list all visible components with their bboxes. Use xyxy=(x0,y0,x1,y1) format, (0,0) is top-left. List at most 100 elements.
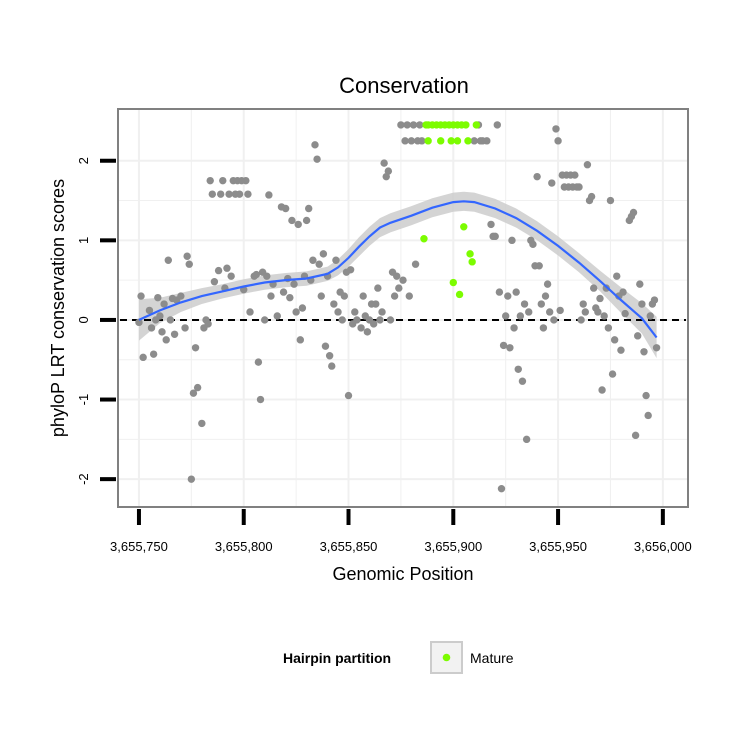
data-point xyxy=(351,308,359,316)
data-point xyxy=(325,352,334,360)
data-point xyxy=(548,179,556,187)
data-point xyxy=(139,353,147,362)
smooth-trend-line xyxy=(138,200,658,339)
y-tick-label: -1 xyxy=(76,394,91,406)
data-point xyxy=(491,232,499,241)
data-point xyxy=(317,292,325,300)
data-point xyxy=(405,292,413,300)
data-point xyxy=(225,190,233,198)
data-point xyxy=(594,308,602,316)
data-point xyxy=(556,306,564,315)
data-point xyxy=(288,216,296,225)
data-point xyxy=(550,316,558,324)
x-axis-title: Genomic Position xyxy=(332,564,473,584)
data-point xyxy=(164,256,172,264)
x-tick-label: 3,656,000 xyxy=(634,539,692,554)
data-point-mature xyxy=(460,223,468,231)
data-point xyxy=(518,377,527,385)
data-point xyxy=(210,278,219,286)
data-point xyxy=(537,300,546,308)
smooth-line xyxy=(138,200,658,339)
data-point xyxy=(552,125,560,133)
data-point xyxy=(198,419,206,428)
data-point xyxy=(256,395,265,404)
data-point xyxy=(636,280,644,288)
data-point xyxy=(242,176,250,185)
data-point xyxy=(219,176,227,185)
axes: 3,655,750 3,655,800 3,655,850 3,655,900 3,65… xyxy=(76,157,692,554)
data-point xyxy=(409,121,418,129)
data-point xyxy=(600,312,608,320)
data-point xyxy=(613,272,621,280)
x-tick-label: 3,655,750 xyxy=(110,539,168,554)
data-point xyxy=(617,346,625,354)
data-point xyxy=(145,306,154,315)
data-point-mature xyxy=(472,121,481,129)
data-point xyxy=(263,272,271,280)
data-point xyxy=(621,309,629,318)
data-point xyxy=(598,386,606,394)
data-point xyxy=(571,171,579,179)
data-point xyxy=(384,167,393,175)
data-point xyxy=(162,336,170,344)
data-point xyxy=(292,308,300,316)
data-point xyxy=(363,328,372,336)
data-point xyxy=(332,256,340,264)
data-point xyxy=(587,192,596,201)
legend-title: Hairpin partition xyxy=(283,650,391,666)
data-point xyxy=(380,159,388,167)
data-point xyxy=(302,216,311,225)
data-point xyxy=(252,270,261,279)
legend: Hairpin partition Mature xyxy=(283,641,514,674)
data-point xyxy=(156,312,164,320)
data-point-mature xyxy=(424,137,432,145)
data-point xyxy=(330,300,338,308)
grid-lines xyxy=(119,110,687,506)
data-point xyxy=(495,288,504,296)
data-point xyxy=(539,324,548,332)
data-point xyxy=(376,316,384,324)
x-tick-label: 3,655,900 xyxy=(424,539,482,554)
data-point xyxy=(267,292,275,300)
data-point xyxy=(135,318,143,327)
data-point xyxy=(541,292,550,300)
data-point xyxy=(545,308,554,316)
data-point xyxy=(170,330,179,338)
data-point xyxy=(650,296,659,304)
data-point xyxy=(638,300,646,308)
data-point xyxy=(529,240,537,249)
data-point xyxy=(512,288,520,296)
x-tick-label: 3,655,850 xyxy=(320,539,378,554)
data-point-mature xyxy=(420,235,428,243)
data-point xyxy=(206,176,214,185)
data-point xyxy=(372,300,380,308)
data-point xyxy=(642,391,650,400)
data-point xyxy=(378,308,386,316)
data-point xyxy=(214,266,223,275)
data-point xyxy=(286,293,294,302)
data-point xyxy=(629,208,638,217)
y-tick-label: 0 xyxy=(76,316,91,323)
data-point xyxy=(606,196,615,205)
data-point xyxy=(403,121,411,129)
data-point xyxy=(554,137,562,145)
data-point xyxy=(260,316,269,324)
data-point xyxy=(193,383,202,392)
data-point xyxy=(177,292,185,300)
data-point xyxy=(508,236,516,245)
data-point xyxy=(328,362,336,370)
data-point xyxy=(344,391,353,400)
data-point xyxy=(516,312,525,320)
data-point-mature xyxy=(437,137,445,145)
data-point xyxy=(525,308,533,316)
data-point xyxy=(520,300,529,308)
data-point xyxy=(227,272,235,280)
data-point xyxy=(506,344,514,352)
data-point xyxy=(374,284,382,292)
data-point xyxy=(208,190,217,198)
data-point-mature xyxy=(453,137,462,145)
data-point xyxy=(160,300,168,308)
data-point xyxy=(353,316,361,324)
data-point xyxy=(407,137,416,145)
data-point-mature xyxy=(468,258,476,266)
